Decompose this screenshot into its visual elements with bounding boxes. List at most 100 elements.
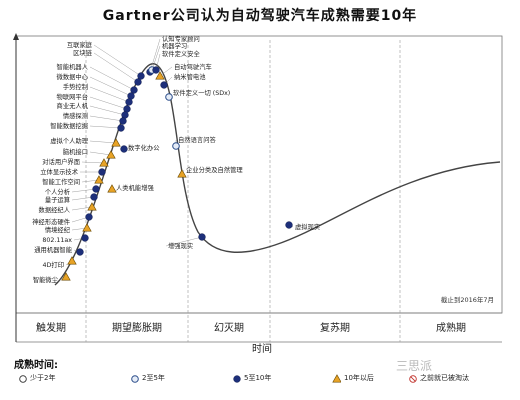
point-marker-13 [137,72,145,80]
legend-marker-5to10 [233,374,241,383]
point-label-20: 情感探测 [63,111,88,120]
point-label-8: 企业分类及自然管理 [186,165,243,174]
point-marker-23 [106,150,116,159]
point-label-14: 区块链 [73,48,93,57]
point-marker-32 [81,234,89,242]
legend-item-lt2: 少于2年 [18,373,55,383]
legend-marker-obsolete-cross [410,375,416,382]
point-marker-20 [119,117,127,125]
point-label-27: 个人分析 [45,187,71,196]
connector-27 [71,188,97,193]
legend-marker-lt2 [19,374,27,383]
legend-symbol-lt2 [19,374,27,383]
connector-14 [93,52,139,83]
point-marker-7 [172,142,180,150]
phase-label-5: 成熟期 [436,321,466,334]
point-label-31: 情境经纪 [45,225,71,234]
point-marker-30 [85,213,93,221]
point-marker-28 [90,193,98,201]
point-label-18: 物联网平台 [57,92,88,101]
legend-marker-obsolete [409,374,417,383]
point-marker-15 [130,86,138,94]
point-marker-5 [160,81,168,89]
point-label-23: 脑机接口 [63,147,88,156]
plot-frame [15,35,503,314]
connector-9 [165,236,203,247]
connector-19 [89,105,126,116]
point-label-6: 软件定义一切 (SDx) [173,88,230,97]
y-axis-arrow [13,33,19,40]
point-marker-6 [165,93,173,101]
point-label-15: 智能机器人 [57,62,89,71]
connector-20 [89,115,124,122]
point-label-12: 人类机能增强 [116,183,154,192]
connector-28 [71,196,95,201]
point-label-21: 智能数据挖掘 [50,121,88,130]
point-label-5: 纳米管电池 [174,72,206,81]
point-label-11: 数字化办公 [128,143,160,152]
point-label-34: 4D打印 [43,260,64,269]
point-label-9: 增强现实 [168,241,193,250]
phase-label-4: 复苏期 [320,321,350,334]
connector-16 [89,76,132,97]
connector-15 [89,66,135,91]
point-marker-24 [99,158,109,167]
point-marker-12 [107,184,117,193]
point-label-30: 神经形态硬件 [32,217,70,226]
legend-label-lt2: 少于2年 [30,374,56,382]
point-marker-10 [285,221,293,229]
point-marker-8 [177,169,187,178]
point-marker-14 [134,78,142,86]
phase-label-3: 幻灭期 [214,321,244,334]
legend-symbol-gt10 [332,373,341,382]
point-label-10: 虚拟现实 [295,222,320,231]
point-marker-33 [76,248,84,256]
point-marker-31 [82,223,92,232]
point-marker-27 [92,185,100,193]
legend-symbol-5to10 [233,374,241,383]
phase-label-1: 触发期 [36,321,66,334]
connector-2 [151,45,161,71]
point-label-24: 对话用户界面 [42,157,80,166]
connector-4 [159,66,173,77]
point-label-7: 自然语言问答 [178,135,216,144]
connector-22 [89,140,117,144]
point-marker-22 [111,138,121,147]
legend-item-gt10: 10年以后 [332,373,374,383]
legend: 少于2年 2至5年 5至10年 10年以后 之前就已被淘汰 [12,373,512,387]
legend-label-gt10: 10年以后 [344,374,374,382]
connector-13 [93,44,142,77]
point-label-29: 数据经纪人 [39,205,71,214]
legend-label-2to5: 2至5年 [142,374,165,382]
connector-17 [89,86,130,103]
legend-marker-2to5 [131,374,139,383]
point-label-4: 自动驾驶汽车 [174,62,212,71]
point-label-3: 软件定义安全 [162,49,200,58]
legend-item-5to10: 5至10年 [232,373,271,383]
point-label-19: 商业无人机 [57,101,89,110]
legend-symbol-2to5 [131,374,139,383]
connector-18 [89,96,128,110]
point-label-17: 手势控制 [63,82,88,91]
point-label-25: 立体显示技术 [40,167,78,176]
point-marker-17 [125,98,133,106]
legend-title: 成熟时间: [14,360,58,371]
point-marker-4 [155,71,165,80]
date-note: 截止到2016年7月 [441,295,494,304]
point-marker-11 [120,145,128,153]
chart-title: Gartner公司认为自动驾驶汽车成熟需要10年 [102,8,418,24]
legend-item-obsolete: 之前就已被淘汰 [408,373,469,383]
point-label-26: 智能工作空间 [42,177,80,186]
point-label-16: 微数据中心 [57,72,89,81]
connector-21 [89,125,122,129]
point-label-28: 量子运算 [45,195,70,204]
point-marker-3 [152,66,160,74]
point-marker-25 [98,168,106,176]
point-label-1: 认知专家顾问 [162,34,200,43]
phase-label-2: 期望膨胀期 [112,321,162,334]
legend-item-2to5: 2至5年 [130,373,165,383]
connector-24 [81,161,105,164]
legend-marker-gt10 [332,373,341,382]
connector-29 [71,206,93,211]
